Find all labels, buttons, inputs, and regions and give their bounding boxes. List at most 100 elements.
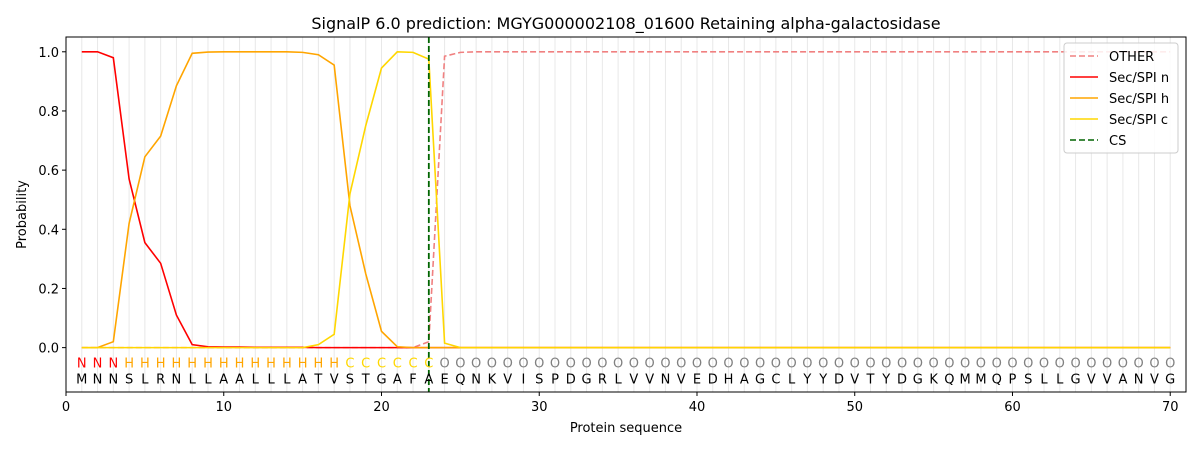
residue-label-50: V bbox=[850, 373, 859, 388]
residue-label-34: R bbox=[598, 373, 607, 388]
region-label-69: O bbox=[1149, 356, 1159, 371]
residue-label-27: K bbox=[488, 373, 497, 388]
residue-label-26: N bbox=[471, 373, 481, 388]
residue-label-12: L bbox=[252, 373, 260, 388]
region-label-28: O bbox=[503, 356, 513, 371]
legend-label-sec-spi-h: Sec/SPI h bbox=[1109, 92, 1169, 107]
region-label-18: C bbox=[345, 356, 354, 371]
region-label-65: O bbox=[1086, 356, 1096, 371]
x-tick-label-60: 60 bbox=[1004, 400, 1021, 415]
residue-label-15: A bbox=[298, 373, 307, 388]
region-label-25: O bbox=[455, 356, 465, 371]
region-label-53: O bbox=[897, 356, 907, 371]
region-label-60: O bbox=[1007, 356, 1017, 371]
region-label-23: C bbox=[424, 356, 433, 371]
residue-label-5: L bbox=[141, 373, 149, 388]
region-label-59: O bbox=[992, 356, 1002, 371]
residue-label-36: V bbox=[629, 373, 638, 388]
residue-label-48: Y bbox=[818, 373, 827, 388]
residue-label-59: Q bbox=[992, 373, 1002, 388]
region-label-30: O bbox=[534, 356, 544, 371]
residue-label-4: S bbox=[125, 373, 133, 388]
region-label-39: O bbox=[676, 356, 686, 371]
region-label-38: O bbox=[660, 356, 670, 371]
region-label-46: O bbox=[787, 356, 797, 371]
residue-label-35: L bbox=[614, 373, 622, 388]
series-line-sec-spi-c bbox=[81, 50, 1171, 349]
region-label-51: O bbox=[865, 356, 875, 371]
region-label-43: O bbox=[739, 356, 749, 371]
residue-label-32: D bbox=[566, 373, 576, 388]
series-line-other bbox=[81, 50, 1171, 349]
legend-box bbox=[1063, 42, 1179, 154]
region-label-47: O bbox=[802, 356, 812, 371]
region-label-12: H bbox=[250, 356, 260, 371]
residue-label-40: E bbox=[693, 373, 701, 388]
x-tick-label-50: 50 bbox=[846, 400, 863, 415]
region-label-45: O bbox=[771, 356, 781, 371]
region-label-41: O bbox=[708, 356, 718, 371]
region-label-63: O bbox=[1055, 356, 1065, 371]
residue-label-54: G bbox=[913, 373, 923, 388]
region-label-10: H bbox=[219, 356, 229, 371]
residue-label-8: L bbox=[189, 373, 197, 388]
residue-label-14: L bbox=[283, 373, 291, 388]
x-tick-label-70: 70 bbox=[1162, 400, 1179, 415]
residue-label-61: S bbox=[1024, 373, 1032, 388]
region-label-42: O bbox=[723, 356, 733, 371]
residue-label-47: Y bbox=[802, 373, 811, 388]
region-label-19: C bbox=[361, 356, 370, 371]
legend-label-sec-spi-c: Sec/SPI c bbox=[1109, 113, 1168, 128]
residue-label-37: V bbox=[645, 373, 654, 388]
residue-label-53: D bbox=[897, 373, 907, 388]
residue-label-23: A bbox=[424, 373, 433, 388]
residue-label-16: T bbox=[313, 373, 322, 388]
region-label-7: H bbox=[172, 356, 182, 371]
residue-label-19: T bbox=[361, 373, 370, 388]
x-tick-label-10: 10 bbox=[215, 400, 232, 415]
residue-label-6: R bbox=[156, 373, 165, 388]
region-label-22: C bbox=[409, 356, 418, 371]
residue-label-25: Q bbox=[455, 373, 465, 388]
residue-label-39: V bbox=[677, 373, 686, 388]
residue-label-44: G bbox=[755, 373, 765, 388]
residue-label-70: G bbox=[1165, 373, 1175, 388]
region-label-56: O bbox=[944, 356, 954, 371]
residue-label-57: M bbox=[960, 373, 971, 388]
residue-label-1: M bbox=[76, 373, 87, 388]
series-layer bbox=[81, 50, 1171, 349]
region-label-70: O bbox=[1165, 356, 1175, 371]
region-label-13: H bbox=[266, 356, 276, 371]
region-label-48: O bbox=[818, 356, 828, 371]
residue-label-51: T bbox=[866, 373, 875, 388]
region-label-21: C bbox=[393, 356, 402, 371]
legend-label-other: OTHER bbox=[1109, 50, 1154, 65]
residue-label-3: N bbox=[108, 373, 118, 388]
residue-label-9: L bbox=[204, 373, 212, 388]
region-label-33: O bbox=[581, 356, 591, 371]
region-label-49: O bbox=[834, 356, 844, 371]
region-label-3: N bbox=[108, 356, 118, 371]
residue-label-29: I bbox=[522, 373, 526, 388]
region-label-26: O bbox=[471, 356, 481, 371]
x-tick-label-40: 40 bbox=[689, 400, 706, 415]
y-tick-label-3: 0.6 bbox=[38, 164, 59, 179]
region-label-35: O bbox=[613, 356, 623, 371]
y-tick-label-2: 0.4 bbox=[38, 223, 59, 238]
series-line-sec-spi-h bbox=[81, 50, 1171, 349]
y-tick-label-1: 0.2 bbox=[38, 282, 59, 297]
y-tick-label-0: 0.0 bbox=[38, 342, 59, 357]
residue-label-52: Y bbox=[881, 373, 890, 388]
region-label-14: H bbox=[282, 356, 292, 371]
region-label-27: O bbox=[487, 356, 497, 371]
residue-label-33: G bbox=[582, 373, 592, 388]
x-axis-ticks: 0 10 20 30 40 50 60 70 bbox=[62, 392, 1179, 415]
region-label-40: O bbox=[692, 356, 702, 371]
x-tick-label-30: 30 bbox=[531, 400, 548, 415]
residue-label-18: S bbox=[346, 373, 354, 388]
residue-label-66: V bbox=[1103, 373, 1112, 388]
sequence-labels: NMNNNNHSHLHRHNHLHLHAHAHLHLHLHAHTHVCSCTCG… bbox=[76, 356, 1175, 387]
chart-title: SignalP 6.0 prediction: MGYG000002108_01… bbox=[311, 14, 940, 34]
x-axis-label: Protein sequence bbox=[570, 421, 682, 436]
x-tick-label-0: 0 bbox=[62, 400, 70, 415]
